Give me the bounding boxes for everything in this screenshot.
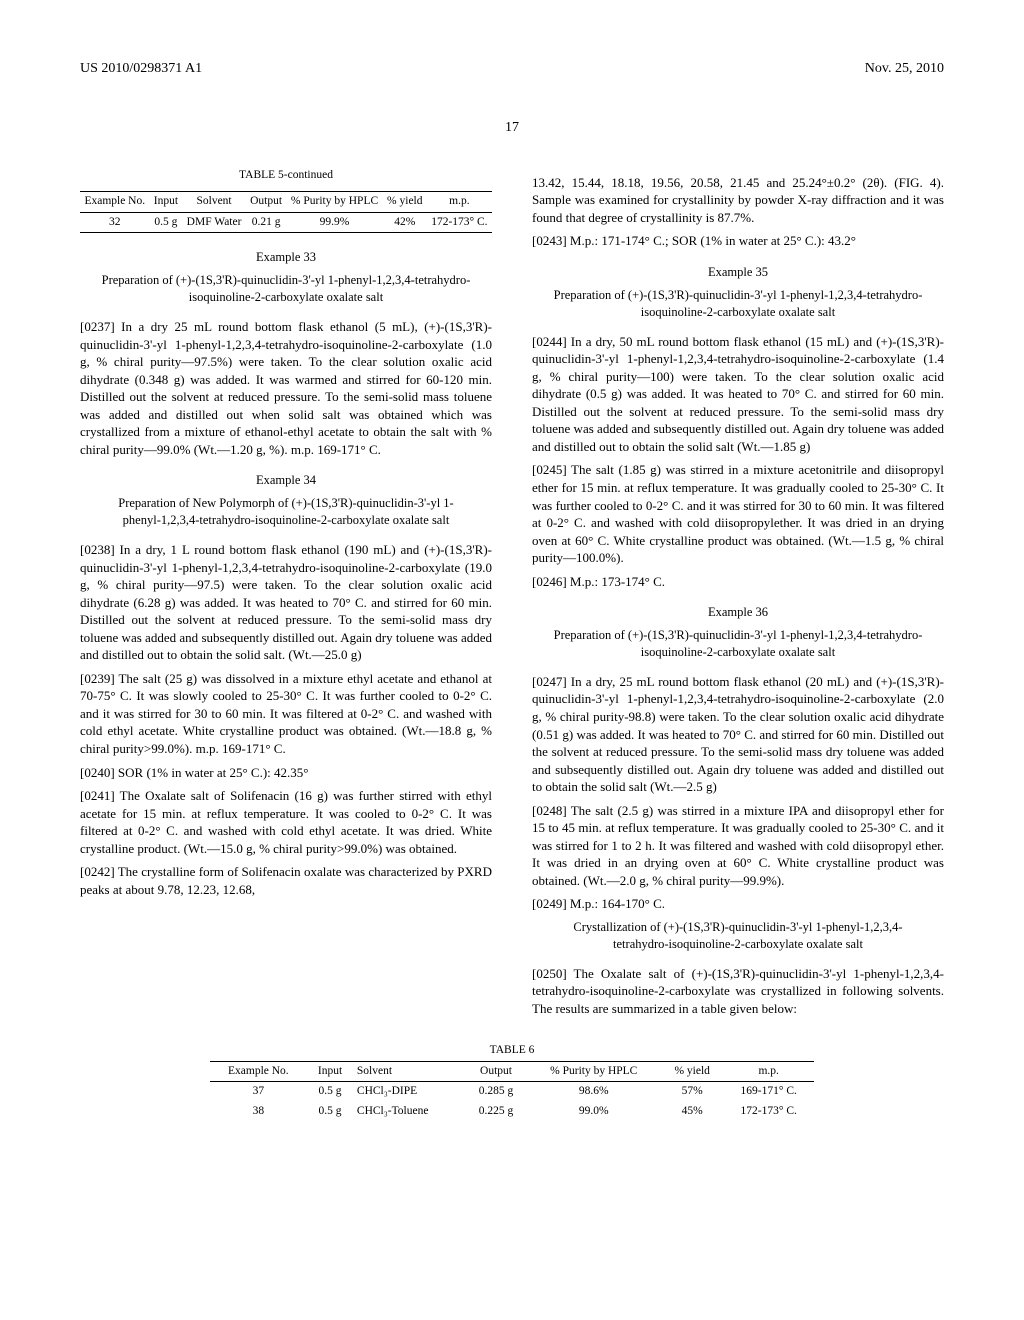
example-36-title: Example 36 (532, 604, 944, 621)
example-33-title: Example 33 (80, 249, 492, 266)
th: Example No. (80, 192, 150, 212)
td: 57% (661, 1082, 723, 1102)
paragraph-0249: [0249] M.p.: 164-170° C. (532, 895, 944, 913)
paragraph-0246: [0246] M.p.: 173-174° C. (532, 573, 944, 591)
paragraph-0250: [0250] The Oxalate salt of (+)-(1S,3'R)-… (532, 965, 944, 1018)
th: % yield (383, 192, 427, 212)
th: Output (246, 192, 286, 212)
table6-caption: TABLE 6 (80, 1043, 944, 1059)
td: 99.0% (526, 1102, 661, 1122)
patent-id: US 2010/0298371 A1 (80, 60, 202, 79)
table5-caption: TABLE 5-continued (80, 168, 492, 184)
paragraph-0242: [0242] The crystalline form of Solifenac… (80, 863, 492, 898)
table6: Example No. Input Solvent Output % Purit… (210, 1061, 815, 1122)
example-36-subtitle: Preparation of (+)-(1S,3'R)-quinuclidin-… (532, 627, 944, 661)
paragraph-0243: [0243] M.p.: 171-174° C.; SOR (1% in wat… (532, 232, 944, 250)
paragraph-0237: [0237] In a dry 25 mL round bottom flask… (80, 318, 492, 458)
td: 99.9% (286, 213, 382, 233)
paragraph-0238: [0238] In a dry, 1 L round bottom flask … (80, 541, 492, 664)
paragraph-0242-cont: 13.42, 15.44, 18.18, 19.56, 20.58, 21.45… (532, 174, 944, 227)
paragraph-0241: [0241] The Oxalate salt of Solifenacin (… (80, 787, 492, 857)
paragraph-0240: [0240] SOR (1% in water at 25° C.): 42.3… (80, 764, 492, 782)
td: 32 (80, 213, 150, 233)
th: Input (307, 1062, 353, 1082)
td: 98.6% (526, 1082, 661, 1102)
example-34-subtitle: Preparation of New Polymorph of (+)-(1S,… (80, 495, 492, 529)
td: 38 (210, 1102, 308, 1122)
th: m.p. (427, 192, 492, 212)
th: % yield (661, 1062, 723, 1082)
td: 169-171° C. (723, 1082, 814, 1102)
td: 37 (210, 1082, 308, 1102)
example-33-subtitle: Preparation of (+)-(1S,3'R)-quinuclidin-… (80, 272, 492, 306)
crystallization-title: Crystallization of (+)-(1S,3'R)-quinucli… (532, 919, 944, 953)
paragraph-0239: [0239] The salt (25 g) was dissolved in … (80, 670, 492, 758)
table5: Example No. Input Solvent Output % Purit… (80, 191, 492, 233)
td: DMF Water (182, 213, 246, 233)
table-row: 38 0.5 g CHCl₃-Toluene 0.225 g 99.0% 45%… (210, 1102, 815, 1122)
td: 45% (661, 1102, 723, 1122)
th: % Purity by HPLC (286, 192, 382, 212)
td: CHCl₃-DIPE (353, 1082, 466, 1102)
th: Output (466, 1062, 526, 1082)
td: 0.5 g (150, 213, 183, 233)
td: 0.5 g (307, 1082, 353, 1102)
paragraph-0245: [0245] The salt (1.85 g) was stirred in … (532, 461, 944, 566)
td: 172-173° C. (723, 1102, 814, 1122)
td: 0.5 g (307, 1102, 353, 1122)
th: % Purity by HPLC (526, 1062, 661, 1082)
th: Example No. (210, 1062, 308, 1082)
right-column: 13.42, 15.44, 18.18, 19.56, 20.58, 21.45… (532, 168, 944, 1024)
header-date: Nov. 25, 2010 (865, 60, 944, 79)
th: Solvent (182, 192, 246, 212)
td: 0.21 g (246, 213, 286, 233)
paragraph-0244: [0244] In a dry, 50 mL round bottom flas… (532, 333, 944, 456)
td: 172-173° C. (427, 213, 492, 233)
example-35-subtitle: Preparation of (+)-(1S,3'R)-quinuclidin-… (532, 287, 944, 321)
th: Solvent (353, 1062, 466, 1082)
paragraph-0247: [0247] In a dry, 25 mL round bottom flas… (532, 673, 944, 796)
th: m.p. (723, 1062, 814, 1082)
th: Input (150, 192, 183, 212)
paragraph-0248: [0248] The salt (2.5 g) was stirred in a… (532, 802, 944, 890)
table-row: 32 0.5 g DMF Water 0.21 g 99.9% 42% 172-… (80, 213, 492, 233)
table6-section: TABLE 6 Example No. Input Solvent Output… (80, 1043, 944, 1121)
two-column-layout: TABLE 5-continued Example No. Input Solv… (80, 168, 944, 1024)
page-header: US 2010/0298371 A1 Nov. 25, 2010 (80, 60, 944, 79)
example-35-title: Example 35 (532, 264, 944, 281)
page-number: 17 (80, 119, 944, 138)
td: 0.285 g (466, 1082, 526, 1102)
td: CHCl₃-Toluene (353, 1102, 466, 1122)
left-column: TABLE 5-continued Example No. Input Solv… (80, 168, 492, 1024)
table-row: 37 0.5 g CHCl₃-DIPE 0.285 g 98.6% 57% 16… (210, 1082, 815, 1102)
td: 42% (383, 213, 427, 233)
td: 0.225 g (466, 1102, 526, 1122)
example-34-title: Example 34 (80, 472, 492, 489)
